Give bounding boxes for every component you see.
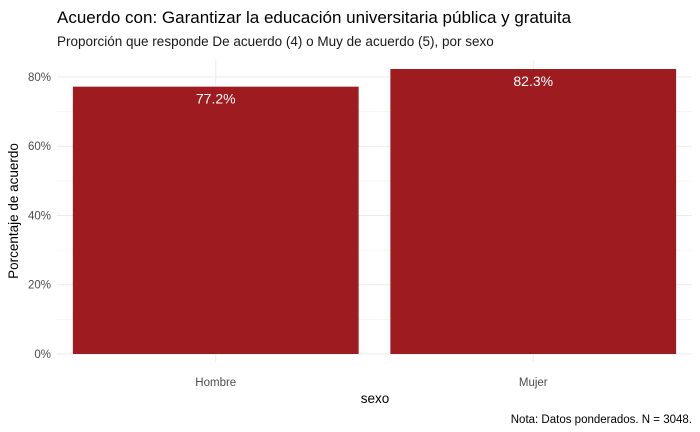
y-tick-label: 40%	[28, 210, 51, 222]
bar-value-label: 82.3%	[513, 73, 553, 89]
y-tick-label: 0%	[34, 349, 51, 361]
bar-hombre	[72, 86, 359, 354]
y-axis-ticks: 0% 20% 40% 60% 80%	[28, 72, 51, 361]
chart-title: Acuerdo con: Garantizar la educación uni…	[57, 8, 572, 27]
y-tick-label: 60%	[28, 141, 51, 153]
bars: 77.2% 82.3%	[72, 69, 677, 354]
chart-subtitle: Proporción que responde De acuerdo (4) o…	[57, 34, 494, 49]
chart-caption: Nota: Datos ponderados. N = 3048.	[511, 414, 692, 426]
bar-mujer	[390, 69, 677, 354]
x-axis-title: sexo	[361, 391, 390, 406]
x-tick-label: Hombre	[195, 377, 236, 389]
y-tick-label: 80%	[28, 72, 51, 84]
x-tick-label: Mujer	[519, 377, 548, 389]
bar-value-label: 77.2%	[196, 91, 236, 107]
x-axis-ticks: Hombre Mujer	[195, 377, 547, 389]
y-tick-label: 20%	[28, 280, 51, 292]
y-axis-title: Porcentaje de acuerdo	[6, 143, 21, 279]
